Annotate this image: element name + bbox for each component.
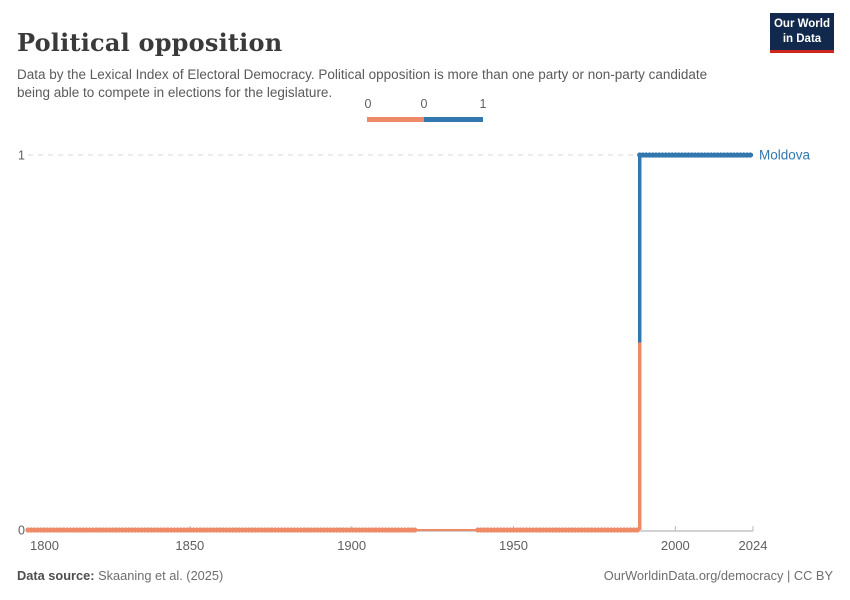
data-source-value: Skaaning et al. (2025): [94, 568, 224, 583]
owid-logo-line2: in Data: [782, 32, 822, 45]
owid-logo-accent-bar: [770, 49, 834, 53]
owid-logo-box: Our World in Data: [770, 13, 834, 50]
legend-label-min: 0: [364, 97, 372, 111]
legend-swatch-one[interactable]: [424, 117, 483, 122]
legend-swatch-zero[interactable]: [367, 117, 424, 122]
x-tick-label: 2000: [661, 538, 690, 553]
data-source-label: Data source:: [17, 568, 95, 583]
x-tick-label: 1950: [499, 538, 528, 553]
owid-logo[interactable]: Our World in Data: [770, 13, 834, 53]
owid-logo-line1: Our World: [773, 18, 830, 30]
entity-label[interactable]: Moldova: [759, 148, 811, 163]
y-tick-label: 1: [18, 149, 25, 163]
x-tick-label: 1850: [175, 538, 204, 553]
chart-footer: Data source: Skaaning et al. (2025) OurW…: [17, 568, 833, 583]
x-tick-label: 2024: [739, 538, 768, 553]
chart-subtitle: Data by the Lexical Index of Electoral D…: [17, 66, 708, 100]
data-source: Data source: Skaaning et al. (2025): [17, 568, 223, 583]
legend-label-max: 1: [479, 97, 487, 111]
owid-url-link[interactable]: OurWorldinData.org/democracy | CC BY: [603, 568, 833, 583]
legend-label-mid: 0: [420, 97, 428, 111]
chart-title: Political opposition: [17, 28, 283, 58]
x-tick-label: 1800: [30, 538, 59, 553]
x-tick-label: 1900: [337, 538, 366, 553]
y-tick-label: 0: [18, 524, 25, 538]
